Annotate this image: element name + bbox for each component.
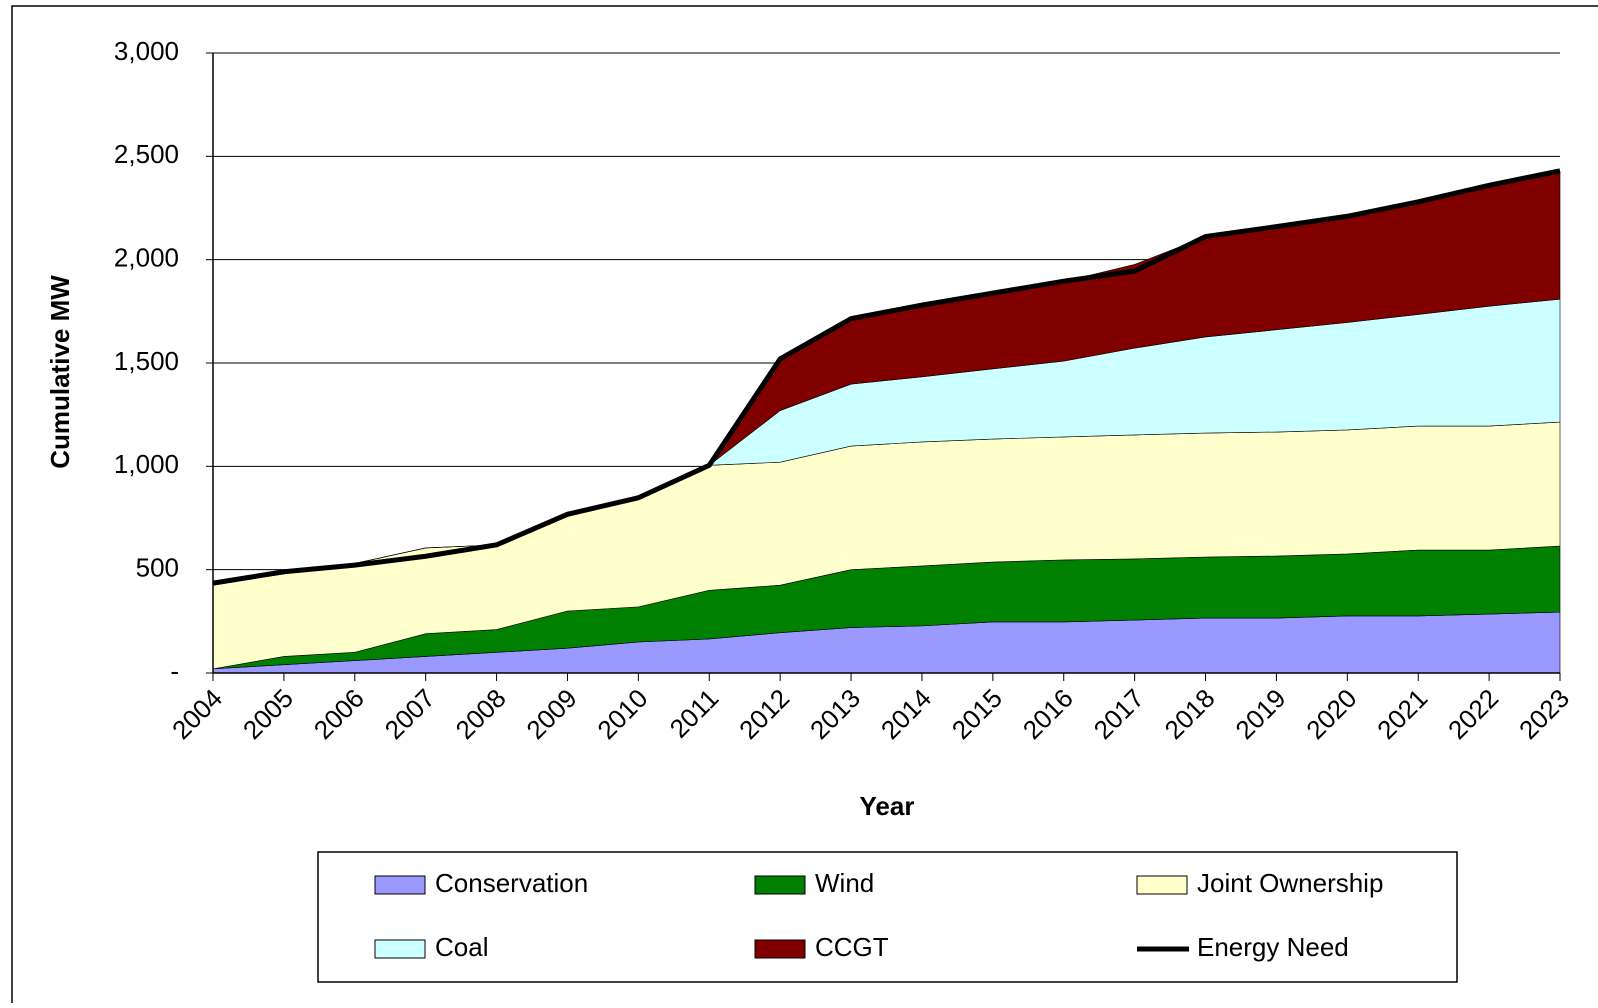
x-axis-title: Year: [860, 791, 915, 821]
x-tick-label: 2005: [237, 683, 299, 745]
x-tick-label: 2006: [308, 683, 370, 745]
x-tick-label: 2018: [1159, 683, 1221, 745]
x-tick-label: 2020: [1300, 683, 1362, 745]
y-tick-label: 1,500: [114, 346, 179, 376]
legend-swatch: [374, 875, 426, 895]
energy-need-line: [212, 168, 1561, 586]
y-tick-label: 3,000: [114, 36, 179, 66]
chart-frame: [11, 5, 1598, 1008]
x-tick-label: 2019: [1229, 683, 1291, 745]
x-tick-label: 2016: [1017, 683, 1079, 745]
x-tick-label: 2022: [1442, 683, 1504, 745]
x-tick-label: 2021: [1371, 683, 1433, 745]
y-tick-label: 2,000: [114, 243, 179, 273]
x-tick-label: 2010: [591, 683, 653, 745]
x-tick-label: 2013: [804, 683, 866, 745]
x-tick-label: 2017: [1088, 683, 1150, 745]
legend-label: Conservation: [435, 868, 588, 898]
legend-swatch: [374, 939, 426, 959]
legend-label: CCGT: [815, 932, 889, 962]
y-tick-label: 2,500: [114, 139, 179, 169]
legend-swatch: [754, 875, 806, 895]
x-tick-label: 2023: [1513, 683, 1575, 745]
x-tick-label: 2007: [379, 683, 441, 745]
legend-swatch: [1136, 875, 1188, 895]
y-tick-label: -: [170, 656, 179, 686]
legend-label: Coal: [435, 932, 488, 962]
legend-label: Wind: [815, 868, 874, 898]
x-tick-label: 2011: [664, 683, 725, 744]
x-tick-label: 2014: [875, 683, 937, 745]
legend-label: Energy Need: [1197, 932, 1349, 962]
y-axis-title: Cumulative MW: [45, 275, 75, 469]
x-tick-label: 2004: [166, 683, 228, 745]
legend-box: [317, 851, 1458, 983]
x-tick-label: 2008: [450, 683, 512, 745]
legend-label: Joint Ownership: [1197, 868, 1383, 898]
x-tick-label: 2012: [733, 683, 795, 745]
x-tick-label: 2009: [520, 683, 582, 745]
y-tick-label: 500: [136, 553, 179, 583]
legend-swatch: [754, 939, 806, 959]
x-tick-label: 2015: [946, 683, 1008, 745]
y-tick-label: 1,000: [114, 449, 179, 479]
